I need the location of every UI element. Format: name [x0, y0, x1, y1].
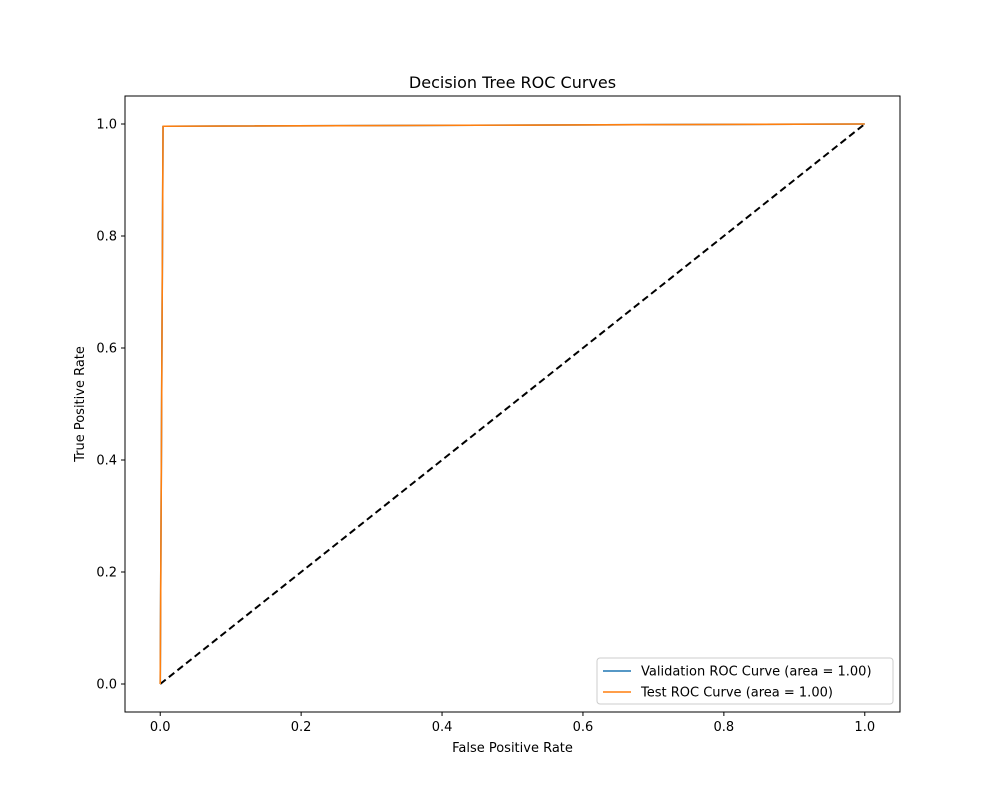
y-tick-label: 1.0 [96, 118, 117, 133]
x-tick-label: 0.0 [150, 720, 171, 735]
legend-box [596, 657, 894, 705]
y-tick-label: 0.8 [96, 230, 117, 245]
x-tick-label: 1.0 [854, 720, 875, 735]
y-tick-label: 0.0 [96, 678, 117, 693]
x-tick-label: 0.6 [573, 720, 594, 735]
diagonal-reference-line [159, 123, 866, 685]
y-axis-label: True Positive Rate [73, 346, 88, 463]
y-tick-label: 0.2 [96, 566, 117, 581]
plot-area-frame [124, 95, 901, 713]
legend-label-1: Test ROC Curve (area = 1.00) [640, 686, 833, 701]
x-tick-label: 0.8 [714, 720, 735, 735]
chart-title: Decision Tree ROC Curves [409, 73, 616, 92]
series-line-1 [159, 123, 865, 685]
x-tick-label: 0.4 [432, 720, 453, 735]
x-tick-label: 0.2 [291, 720, 312, 735]
legend-label-0: Validation ROC Curve (area = 1.00) [641, 665, 872, 680]
y-tick-label: 0.4 [96, 454, 117, 469]
y-tick-label: 0.6 [96, 342, 117, 357]
x-axis-label: False Positive Rate [452, 741, 573, 756]
